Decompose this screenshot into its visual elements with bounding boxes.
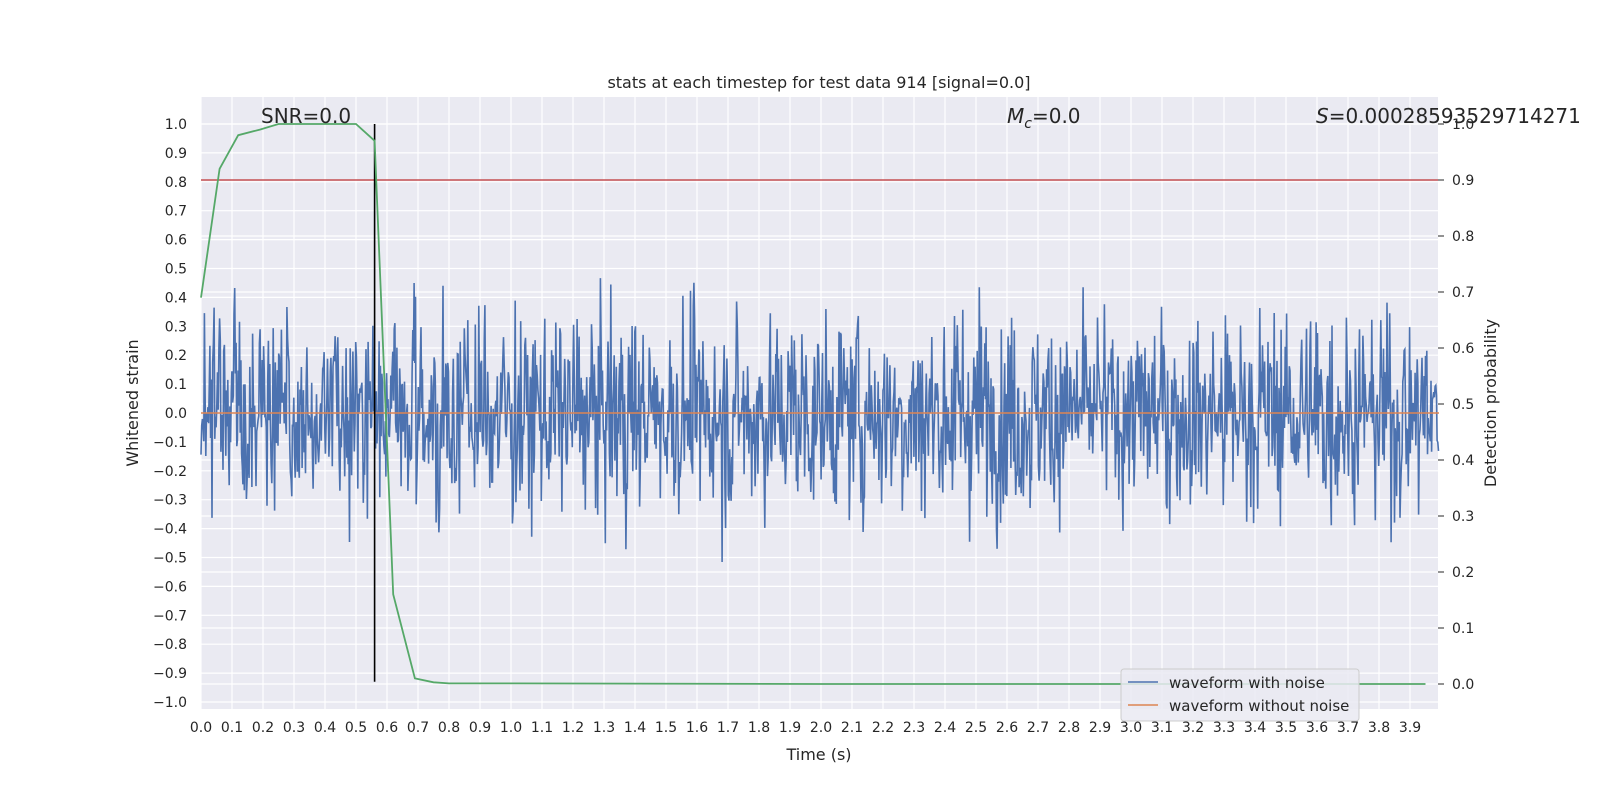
legend-label-clean: waveform without noise bbox=[1169, 697, 1349, 715]
y-tick-label: −0.6 bbox=[153, 579, 187, 595]
x-tick-label: 2.7 bbox=[1027, 720, 1049, 736]
y2-tick-label: 0.6 bbox=[1452, 341, 1474, 357]
x-axis-label: Time (s) bbox=[785, 745, 851, 764]
waveform-with-noise-line bbox=[200, 278, 1440, 563]
chirp-mass-annotation: Mc=0.0 bbox=[1007, 104, 1081, 132]
y-tick-label: 0.4 bbox=[165, 290, 187, 306]
x-axis-ticks: 0.0 0.1 0.2 0.3 0.4 0.5 0.6 0.7 0.8 0.9 1.0 1.1 1.2 1… bbox=[190, 720, 1421, 736]
y-tick-label: −0.3 bbox=[153, 493, 187, 509]
x-tick-label: 2.8 bbox=[1058, 720, 1080, 736]
x-tick-label: 0.6 bbox=[376, 720, 398, 736]
y-tick-label: 0.0 bbox=[165, 406, 187, 422]
x-tick-label: 1.4 bbox=[624, 720, 646, 736]
x-tick-label: 2.0 bbox=[810, 720, 832, 736]
x-tick-label: 3.5 bbox=[1275, 720, 1297, 736]
x-tick-label: 1.0 bbox=[500, 720, 522, 736]
y-tick-label: −0.9 bbox=[153, 666, 187, 682]
x-tick-label: 0.4 bbox=[314, 720, 336, 736]
x-tick-label: 3.8 bbox=[1368, 720, 1390, 736]
y2-tick-label: 0.7 bbox=[1452, 285, 1474, 301]
y2-tick-label: 0.1 bbox=[1452, 621, 1474, 637]
y2-tick-label: 1.0 bbox=[1452, 117, 1474, 133]
y2-tick-label: 0.8 bbox=[1452, 229, 1474, 245]
x-tick-label: 2.5 bbox=[965, 720, 987, 736]
chirp-mass-value: =0.0 bbox=[1032, 104, 1081, 128]
x-tick-label: 1.6 bbox=[686, 720, 708, 736]
x-tick-label: 3.1 bbox=[1151, 720, 1173, 736]
y-tick-label: −0.8 bbox=[153, 637, 187, 653]
y-tick-label: −0.2 bbox=[153, 464, 187, 480]
x-tick-label: 0.3 bbox=[283, 720, 305, 736]
x-tick-label: 2.1 bbox=[841, 720, 863, 736]
legend-box bbox=[1120, 668, 1360, 722]
x-tick-label: 1.2 bbox=[562, 720, 584, 736]
x-tick-label: 1.1 bbox=[531, 720, 553, 736]
x-tick-label: 2.9 bbox=[1089, 720, 1111, 736]
y-tick-label: 0.1 bbox=[165, 377, 187, 393]
x-tick-label: 2.6 bbox=[996, 720, 1018, 736]
y-tick-label: 1.0 bbox=[165, 117, 187, 133]
y-tick-label: 0.6 bbox=[165, 233, 187, 249]
x-tick-label: 3.3 bbox=[1213, 720, 1235, 736]
s-symbol: S bbox=[1316, 104, 1329, 128]
y-axis-label: Whitened strain bbox=[123, 339, 142, 466]
chart-title: stats at each timestep for test data 914… bbox=[607, 73, 1030, 92]
x-tick-label: 1.7 bbox=[717, 720, 739, 736]
x-tick-label: 3.0 bbox=[1120, 720, 1142, 736]
x-tick-label: 0.9 bbox=[469, 720, 491, 736]
y-tick-label: 0.8 bbox=[165, 175, 187, 191]
y-tick-label: −1.0 bbox=[153, 695, 187, 711]
legend-label-noise: waveform with noise bbox=[1169, 674, 1325, 692]
plot-content bbox=[200, 123, 1440, 685]
x-tick-label: 2.4 bbox=[934, 720, 956, 736]
y-tick-label: −0.1 bbox=[153, 435, 187, 451]
x-tick-label: 1.3 bbox=[593, 720, 615, 736]
detection-probability-line bbox=[200, 123, 1426, 685]
x-tick-label: 3.6 bbox=[1306, 720, 1328, 736]
x-tick-label: 0.8 bbox=[438, 720, 460, 736]
y-axis-ticks: 1.0 0.9 0.8 0.7 0.6 0.5 0.4 0.3 0.2 0.1 0.0 −0.1 −0.… bbox=[153, 117, 187, 711]
y2-tick-label: 0.0 bbox=[1452, 677, 1474, 693]
y2-axis-ticks: 1.0 0.9 0.8 0.7 0.6 0.5 0.4 0.3 0.2 0.1 0.0 bbox=[1438, 117, 1474, 693]
x-tick-label: 2.2 bbox=[872, 720, 894, 736]
y-tick-label: 0.5 bbox=[165, 262, 187, 278]
x-tick-label: 2.3 bbox=[903, 720, 925, 736]
s-annotation: S=0.00028593529714271 bbox=[1316, 104, 1581, 128]
y2-axis-label: Detection probability bbox=[1481, 319, 1500, 487]
y-tick-label: −0.5 bbox=[153, 551, 187, 567]
y2-tick-label: 0.4 bbox=[1452, 453, 1474, 469]
x-tick-label: 0.1 bbox=[221, 720, 243, 736]
x-tick-label: 1.8 bbox=[748, 720, 770, 736]
y2-tick-label: 0.3 bbox=[1452, 509, 1474, 525]
y-tick-label: 0.3 bbox=[165, 319, 187, 335]
y-tick-label: 0.9 bbox=[165, 146, 187, 162]
chirp-mass-subscript: c bbox=[1024, 116, 1032, 132]
y2-tick-label: 0.2 bbox=[1452, 565, 1474, 581]
x-tick-label: 3.7 bbox=[1337, 720, 1359, 736]
y2-tick-label: 0.5 bbox=[1452, 397, 1474, 413]
x-tick-label: 0.5 bbox=[345, 720, 367, 736]
x-tick-label: 0.2 bbox=[252, 720, 274, 736]
x-tick-label: 3.2 bbox=[1182, 720, 1204, 736]
x-tick-label: 3.4 bbox=[1244, 720, 1266, 736]
s-value: =0.00028593529714271 bbox=[1329, 104, 1581, 128]
y2-tick-label: 0.9 bbox=[1452, 173, 1474, 189]
y-tick-label: −0.4 bbox=[153, 522, 187, 538]
x-tick-label: 3.9 bbox=[1399, 720, 1421, 736]
chirp-mass-symbol: M bbox=[1007, 104, 1024, 128]
snr-annotation: SNR=0.0 bbox=[261, 104, 351, 128]
x-tick-label: 0.7 bbox=[407, 720, 429, 736]
y-tick-label: −0.7 bbox=[153, 608, 187, 624]
x-tick-label: 0.0 bbox=[190, 720, 212, 736]
y-tick-label: 0.2 bbox=[165, 348, 187, 364]
legend: waveform with noise waveform without noi… bbox=[1120, 668, 1360, 722]
x-tick-label: 1.5 bbox=[655, 720, 677, 736]
x-tick-label: 1.9 bbox=[779, 720, 801, 736]
y-tick-label: 0.7 bbox=[165, 204, 187, 220]
